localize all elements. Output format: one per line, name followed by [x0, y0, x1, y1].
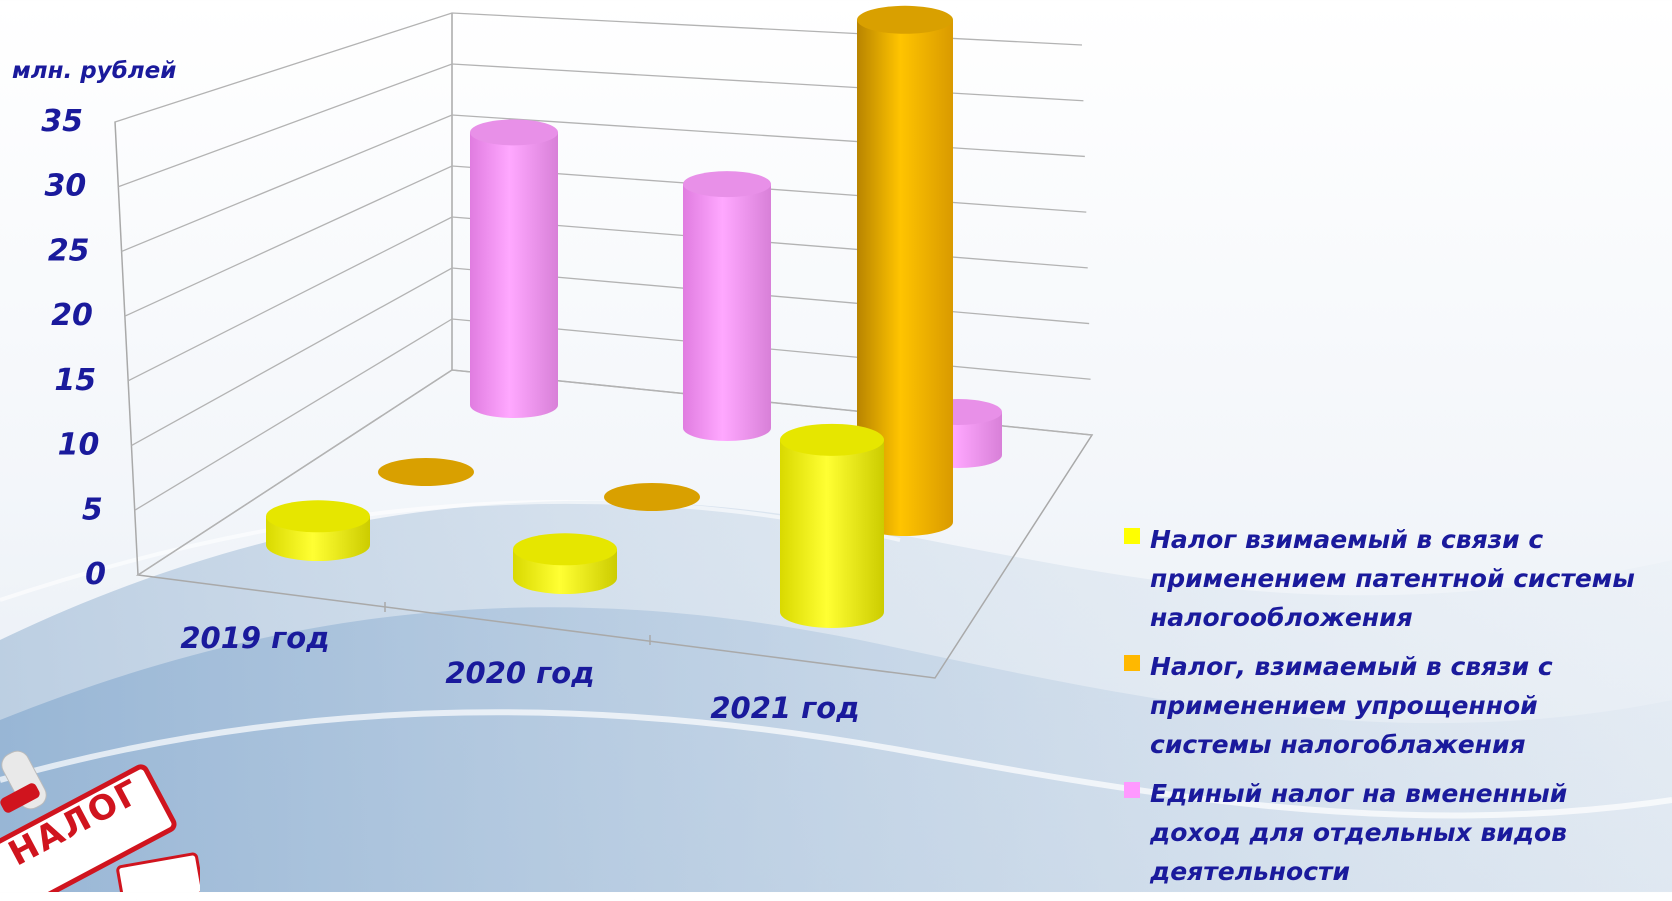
y-axis-ticks: 0 5 10 15 20 25 30 35: [41, 104, 106, 592]
legend-swatch-envd: [1124, 782, 1140, 798]
chart-bars: [266, 5, 1002, 628]
legend-label-usn: Налог, взимаемый в связи с применением у…: [1150, 652, 1553, 759]
y-tick-label: 5: [82, 492, 103, 527]
y-tick-label: 15: [54, 363, 96, 398]
legend-item-patent: Налог взимаемый в связи с применением па…: [1124, 520, 1664, 637]
legend-label-patent: Налог взимаемый в связи с применением па…: [1150, 525, 1635, 632]
x-tick-label: 2019 год: [180, 621, 329, 655]
y-axis-label: млн. рублей: [12, 58, 177, 84]
y-tick-label: 25: [48, 233, 90, 268]
y-tick-label: 0: [85, 557, 106, 592]
chart-legend: Налог взимаемый в связи с применением па…: [1124, 520, 1664, 901]
bar-usn: [378, 458, 474, 486]
bar-usn: [857, 5, 953, 537]
x-tick-label: 2021 год: [710, 691, 859, 725]
y-axis-line: [114, 121, 139, 576]
x-axis-ticks: 2019 год 2020 год 2021 год: [180, 602, 860, 725]
legend-swatch-usn: [1124, 655, 1140, 671]
y-tick-label: 30: [45, 169, 87, 204]
tax-stamp-image: [0, 750, 200, 892]
bar-patent: [266, 500, 370, 561]
legend-item-usn: Налог, взимаемый в связи с применением у…: [1124, 647, 1664, 764]
y-tick-label: 35: [41, 104, 83, 139]
bar-envd: [683, 171, 771, 441]
legend-label-envd: Единый налог на вмененный доход для отде…: [1150, 779, 1568, 886]
x-tick-label: 2020 год: [445, 656, 594, 690]
bar-patent: [780, 423, 884, 628]
legend-item-envd: Единый налог на вмененный доход для отде…: [1124, 774, 1664, 891]
y-tick-label: 10: [58, 428, 100, 463]
y-tick-label: 20: [51, 298, 93, 333]
legend-swatch-patent: [1124, 528, 1140, 544]
bar-patent: [513, 533, 617, 594]
bar-usn: [604, 483, 700, 511]
bar-envd: [470, 119, 558, 418]
